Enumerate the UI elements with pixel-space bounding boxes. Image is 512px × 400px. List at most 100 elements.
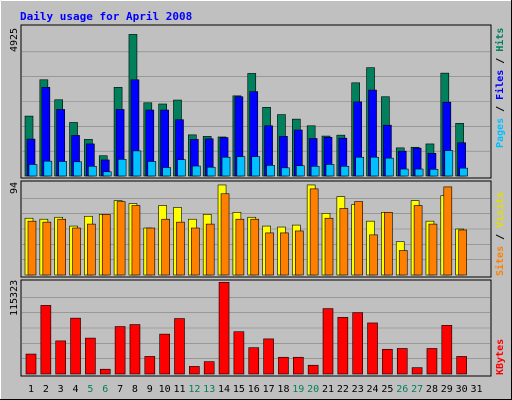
- x-axis-day-label: 21: [322, 384, 334, 395]
- pages-bar: [88, 166, 97, 177]
- kbytes-bar: [25, 353, 37, 375]
- x-axis-labels: 1 2 3 4 5 6 7 8 9 10 11 12 13 14 15 16 17 18 19 20 21 22 23 24 2…: [28, 384, 483, 395]
- pages-bar: [295, 165, 305, 177]
- kbytes-bar: [114, 326, 126, 375]
- pages-bar: [162, 167, 171, 177]
- pages-bar: [266, 165, 275, 177]
- pages-bar: [43, 160, 53, 177]
- sites-bar: [250, 218, 260, 276]
- sites-bar: [398, 250, 408, 276]
- kbytes-bar: [174, 318, 185, 375]
- kbytes-bar: [233, 331, 245, 375]
- kbytes-bar: [189, 366, 200, 375]
- chart-title: Daily usage for April 2008: [20, 10, 192, 23]
- sites-bar: [280, 232, 289, 276]
- kbytes-bar: [396, 348, 408, 375]
- visits-ymax-label: 94: [9, 182, 20, 194]
- x-axis-day-label: 10: [159, 384, 171, 395]
- pages-bar: [236, 156, 246, 177]
- sites-bar: [161, 218, 170, 276]
- pages-bar: [102, 171, 112, 177]
- kbytes-bar: [278, 356, 289, 375]
- sites-bar: [72, 227, 81, 276]
- x-axis-day-label: 17: [263, 384, 275, 395]
- pages-bar: [399, 168, 409, 177]
- x-axis-day-label: 4: [73, 384, 79, 395]
- legend-kbytes: KBytes: [495, 339, 506, 375]
- kbytes-bar: [144, 356, 156, 375]
- kbytes-bar: [411, 367, 423, 375]
- pages-bar: [192, 165, 201, 177]
- kbytes-bar: [352, 312, 364, 375]
- legend-sep-1: /: [495, 100, 506, 118]
- kbytes-bar: [159, 333, 170, 375]
- pages-bar: [355, 156, 365, 177]
- x-axis-day-label: 22: [337, 384, 349, 395]
- sites-bar: [116, 201, 126, 276]
- x-axis-day-label: 14: [218, 384, 230, 395]
- sites-bar: [354, 201, 364, 276]
- pages-bar: [117, 159, 127, 177]
- x-axis-day-label: 5: [87, 384, 93, 395]
- kbytes-bars: [22, 281, 490, 375]
- kbytes-bar: [70, 317, 81, 375]
- x-axis-day-label: 28: [426, 384, 438, 395]
- pages-bar: [58, 161, 68, 177]
- x-axis-day-label: 30: [456, 384, 468, 395]
- hits-bars: [22, 34, 490, 177]
- sites-bar: [57, 218, 67, 276]
- pages-bar: [385, 157, 394, 177]
- pages-bar: [206, 166, 216, 177]
- x-axis-day-label: 16: [248, 384, 260, 395]
- pages-bar: [459, 167, 468, 177]
- x-axis-day-label: 13: [203, 384, 215, 395]
- sites-bar: [220, 193, 230, 276]
- pages-bar: [340, 166, 350, 177]
- kbytes-bar: [426, 348, 438, 375]
- x-axis-day-label: 29: [441, 384, 453, 395]
- sites-bar: [27, 220, 37, 276]
- sites-bar: [191, 227, 200, 276]
- x-axis-day-label: 1: [28, 384, 34, 395]
- sites-bar: [131, 205, 141, 276]
- pages-bar: [444, 150, 454, 177]
- kbytes-bar: [129, 324, 141, 375]
- legend-visits-panel: Sites / Visits: [494, 192, 506, 276]
- kbytes-bar: [292, 356, 304, 375]
- kbytes-bar: [248, 347, 260, 375]
- kbytes-bar: [322, 308, 334, 375]
- sites-bar: [235, 218, 245, 276]
- kbytes-bar: [307, 364, 319, 375]
- sites-bar: [146, 227, 156, 276]
- x-axis-day-label: 12: [188, 384, 200, 395]
- sites-bar: [458, 229, 467, 276]
- sites-bar: [265, 232, 274, 276]
- legend-files: Files: [494, 70, 506, 100]
- x-axis-day-label: 20: [307, 384, 319, 395]
- sites-bar: [384, 212, 393, 276]
- sites-bar: [443, 186, 453, 276]
- x-axis-day-label: 23: [352, 384, 364, 395]
- sites-bar: [42, 221, 52, 276]
- legend-hits: Hits: [494, 28, 506, 52]
- sites-bar: [339, 208, 349, 276]
- legend-pages: Pages: [495, 118, 506, 148]
- kbytes-bar: [263, 338, 274, 375]
- visits-bars: [22, 184, 490, 276]
- sites-bar: [413, 205, 423, 276]
- pages-bar: [429, 169, 439, 177]
- kbytes-bar: [40, 305, 52, 375]
- kbytes-bar: [337, 317, 349, 375]
- pages-bar: [73, 161, 82, 177]
- kbytes-bar: [85, 337, 96, 375]
- pages-bar: [325, 164, 335, 177]
- pages-bar: [221, 156, 231, 177]
- kbytes-bar: [218, 281, 230, 375]
- kbytes-bar: [456, 356, 467, 375]
- sites-bar: [101, 214, 111, 276]
- kbytes-bar: [382, 348, 393, 375]
- hits-ymax-label: 4925: [9, 28, 20, 52]
- x-axis-day-label: 15: [233, 384, 245, 395]
- x-axis-day-label: 18: [277, 384, 289, 395]
- x-axis-day-label: 9: [147, 384, 153, 395]
